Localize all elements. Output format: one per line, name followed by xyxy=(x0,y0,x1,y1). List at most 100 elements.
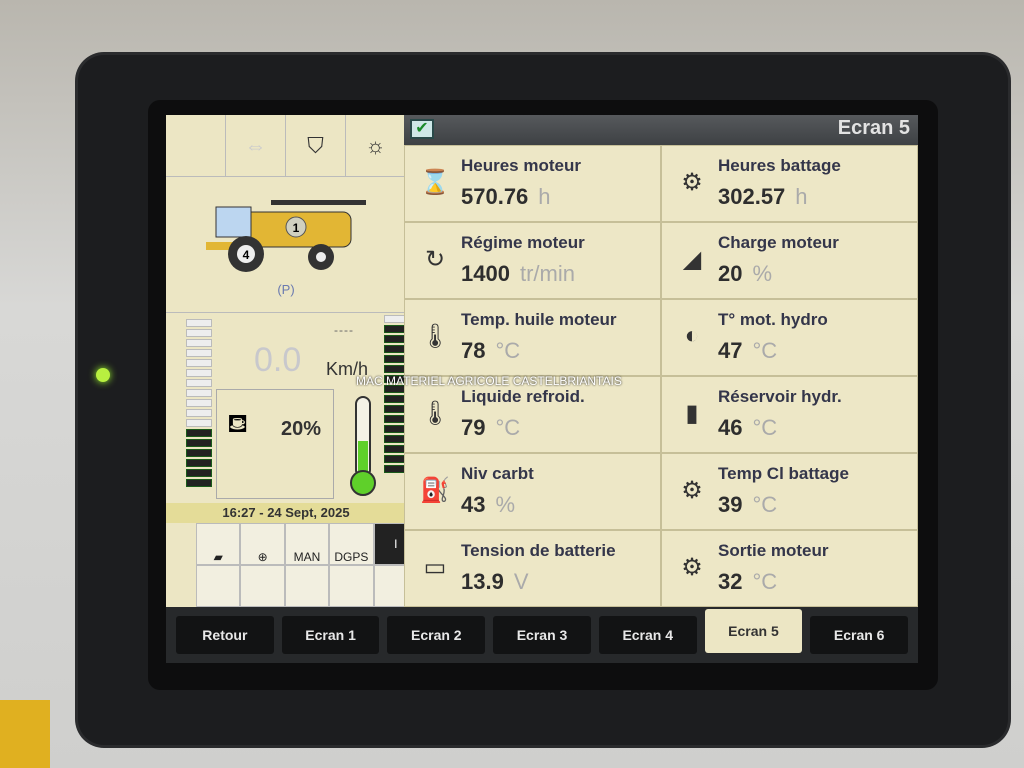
hydraulic-tank-icon: ▮ xyxy=(685,400,699,427)
thermometer-icon xyxy=(350,396,376,496)
engine-hourglass-icon: ⌛ xyxy=(420,169,450,196)
temperature-gauge xyxy=(346,393,380,497)
bar-segment xyxy=(186,479,212,487)
tab-ecran-3[interactable]: Ecran 3 xyxy=(493,616,591,654)
gear-number: 4 xyxy=(243,248,250,262)
value-unit: °C xyxy=(752,492,778,517)
tab-ecran-5[interactable]: Ecran 5 xyxy=(704,609,803,653)
value-unit: °C xyxy=(495,415,521,440)
engine-load-percent: 20% xyxy=(281,418,322,440)
value-unit: °C xyxy=(752,569,778,594)
tab-ecran-1[interactable]: Ecran 1 xyxy=(281,616,380,654)
blank-slot[interactable] xyxy=(166,115,226,176)
bar-segment xyxy=(186,349,212,357)
engine-output-temp-icon: ⚙ xyxy=(681,554,703,581)
parameter-value: 47 °C xyxy=(718,338,777,364)
combine-harvester-graphic: 4 1 (P) xyxy=(166,177,406,313)
empty-slot[interactable] xyxy=(329,565,374,607)
value-unit: °C xyxy=(752,338,778,363)
parameter-label: Niv carbt xyxy=(461,464,534,483)
parameter-value: 570.76 h xyxy=(461,184,551,210)
value-unit: h xyxy=(795,184,808,209)
bar-segment xyxy=(186,339,212,347)
terminal-screen: ⇔ ⛉ ☼ 4 1 (P) ---- 0.0 Km/h ⛾ 20% 16:27 … xyxy=(166,115,918,663)
bottom-icon-grid: ▰ ⊕ MAN DGPS I xyxy=(196,523,418,607)
data-panel: ✔ Ecran 5 ⌛ Heures moteur 570.76 h ⚙ Heures b… xyxy=(404,115,918,607)
power-led xyxy=(96,368,110,382)
parameter-cell: ⌛ Heures moteur 570.76 h xyxy=(404,145,661,222)
tab-bar: Retour Ecran 1 Ecran 2 Ecran 3 Ecran 4 Ecran … xyxy=(166,607,918,663)
checkmark-icon[interactable]: ✔ xyxy=(410,119,434,139)
screen-header: ✔ Ecran 5 xyxy=(404,115,918,145)
speed-readout: ---- 0.0 Km/h xyxy=(216,313,384,389)
parameter-grid: ⌛ Heures moteur 570.76 h ⚙ Heures battage 302.… xyxy=(404,145,918,607)
parameter-cell: ↻ Régime moteur 1400 tr/min xyxy=(404,222,661,299)
parameter-value: 1400 tr/min xyxy=(461,261,575,287)
bar-segment xyxy=(186,369,212,377)
parameter-label: Liquide refroid. xyxy=(461,387,585,406)
parameter-cell: ⚙ Temp Cl battage 39 °C xyxy=(661,453,918,530)
fuel-pump-icon: ⛽ xyxy=(420,477,450,504)
battery-icon: ▭ xyxy=(423,554,447,581)
value-unit: % xyxy=(495,492,516,517)
engine-load-icon: ⛾ xyxy=(227,408,249,438)
parameter-value: 39 °C xyxy=(718,492,777,518)
tab-retour[interactable]: Retour xyxy=(176,616,274,654)
value-number: 43 xyxy=(461,492,486,517)
parameter-label: Réservoir hydr. xyxy=(718,387,842,406)
header-control-icon[interactable]: ⊕ xyxy=(240,523,285,565)
parking-brake-indicator: (P) xyxy=(277,282,295,297)
background-yellow-object xyxy=(0,700,50,768)
left-level-bar xyxy=(184,317,214,489)
value-unit: V xyxy=(513,569,529,594)
dgps-icon[interactable]: DGPS xyxy=(329,523,374,565)
engine-load-icon: ◢ xyxy=(682,246,702,273)
value-unit: h xyxy=(538,184,551,209)
parameter-label: Heures moteur xyxy=(461,156,581,175)
value-number: 79 xyxy=(461,415,486,440)
bar-segment xyxy=(186,419,212,427)
arrows-horizontal-icon[interactable]: ⇔ xyxy=(226,115,286,176)
parameter-cell: ⚙ Heures battage 302.57 h xyxy=(661,145,918,222)
screen-title: Ecran 5 xyxy=(837,117,910,139)
parameter-value: 20% xyxy=(718,261,772,287)
grain-tank-icon[interactable]: ⛉ xyxy=(286,115,346,176)
parameter-label: Temp. huile moteur xyxy=(461,310,617,329)
watermark: MAC MATERIEL AGRICOLE CASTELBRIANTAIS xyxy=(356,374,622,388)
manual-book-icon[interactable]: ▰ xyxy=(196,523,241,565)
parameter-cell: ⚙ Sortie moteur 32 °C xyxy=(661,530,918,607)
unloading-light-icon[interactable]: ☼ xyxy=(346,115,406,176)
parameter-cell: 🌡 Liquide refroid. 79 °C xyxy=(404,376,661,453)
value-number: 32 xyxy=(718,569,743,594)
bar-segment xyxy=(186,359,212,367)
empty-slot[interactable] xyxy=(240,565,285,607)
speed-unit: Km/h xyxy=(326,359,369,379)
tab-ecran-2[interactable]: Ecran 2 xyxy=(387,616,486,654)
oil-temp-icon: 🌡 xyxy=(419,323,451,350)
empty-slot[interactable] xyxy=(196,565,241,607)
parameter-cell: 🌡 Temp. huile moteur 78 °C xyxy=(404,299,661,376)
value-number: 1400 xyxy=(461,261,510,286)
value-number: 47 xyxy=(718,338,743,363)
parameter-value: 13.9 V xyxy=(461,569,529,595)
engine-rpm-icon: ↻ xyxy=(424,246,446,273)
empty-slot[interactable] xyxy=(284,565,330,607)
man-mode-icon[interactable]: MAN xyxy=(284,523,330,565)
bar-segment xyxy=(186,469,212,477)
value-number: 20 xyxy=(718,261,743,286)
tab-ecran-6[interactable]: Ecran 6 xyxy=(810,616,909,654)
parameter-label: Régime moteur xyxy=(461,233,585,252)
bar-segment xyxy=(186,389,212,397)
parameter-label: Sortie moteur xyxy=(718,541,829,560)
combine-icon: 4 1 xyxy=(206,200,366,272)
value-unit: tr/min xyxy=(519,261,575,286)
value-unit: °C xyxy=(752,415,778,440)
tab-ecran-4[interactable]: Ecran 4 xyxy=(598,616,697,654)
parameter-cell: ▮ Réservoir hydr. 46 °C xyxy=(661,376,918,453)
parameter-value: 79 °C xyxy=(461,415,520,441)
bar-segment xyxy=(186,429,212,437)
bar-segment xyxy=(186,319,212,327)
engine-load-box: ⛾ 20% xyxy=(216,389,334,499)
parameter-value: 32 °C xyxy=(718,569,777,595)
left-status-panel: ⇔ ⛉ ☼ 4 1 (P) ---- 0.0 Km/h ⛾ 20% 16:27 … xyxy=(166,115,418,607)
